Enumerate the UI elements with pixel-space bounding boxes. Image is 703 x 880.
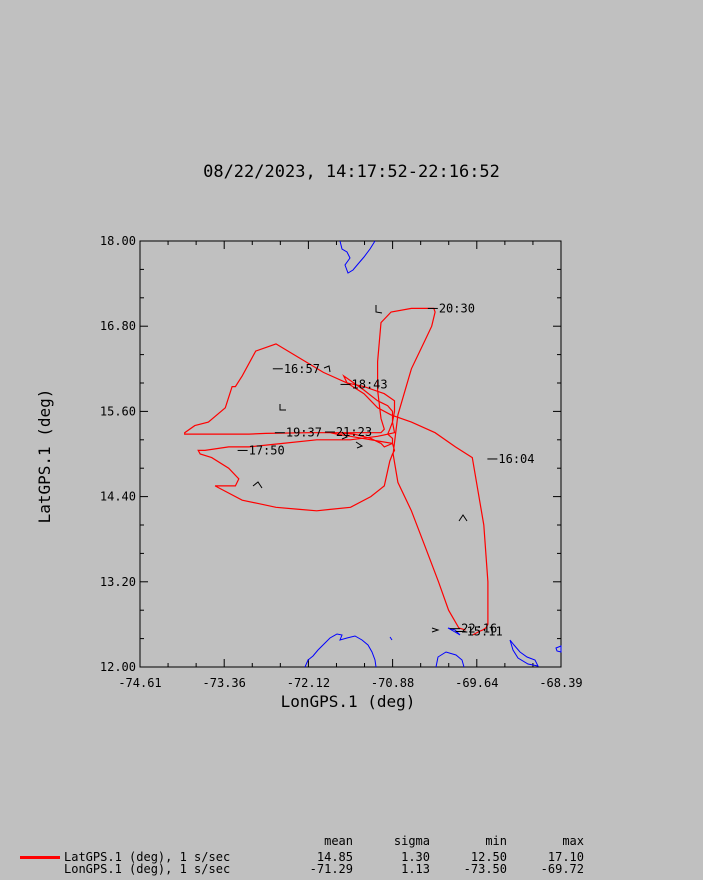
time-annotation: 20:30 [439, 301, 475, 315]
direction-arrow [355, 441, 364, 449]
stats-row-max: 17.10 [547, 850, 584, 864]
flight-track-series [184, 307, 489, 636]
direction-arrow [458, 514, 468, 522]
direction-arrow [341, 431, 348, 440]
coastline-hispaniola [339, 240, 376, 274]
x-axis-title: LonGPS.1 (deg) [281, 692, 416, 711]
stats-row: LatGPS.1 (deg), 1 s/sec 14.85 1.30 12.50… [0, 850, 703, 864]
flight-track-line [184, 307, 489, 636]
y-tick-label: 12.00 [100, 660, 136, 674]
direction-arrow [279, 404, 286, 411]
time-annotation: 16:57 [284, 362, 320, 376]
track-arrows [252, 305, 468, 633]
stats-row-min: 12.50 [470, 850, 507, 864]
x-tick-label: -73.36 [203, 676, 246, 690]
stats-header-mean: mean [324, 834, 353, 848]
y-tick-label: 13.20 [100, 575, 136, 589]
stats-row-max: -69.72 [540, 862, 584, 876]
chart-title: 08/22/2023, 14:17:52-22:16:52 [203, 162, 500, 182]
x-tick-label: -74.61 [118, 676, 161, 690]
time-annotation: 17:50 [249, 443, 285, 457]
plot-area: -74.61 -73.36 -72.12 -70.88 -69.64 -68.39 12.0… [35, 234, 583, 711]
stats-header-max: max [562, 834, 584, 848]
coastline [304, 240, 562, 668]
coastline-islet [389, 636, 393, 641]
time-annotations: 20:30 16:57 18:43 19:37 21:23 17:50 16:04 22:16… [237, 301, 535, 639]
stats-row-sigma: 1.13 [401, 862, 430, 876]
time-annotation: 21:23 [336, 425, 372, 439]
time-annotation: 18:43 [352, 377, 388, 391]
x-tick-label: -69.64 [455, 676, 498, 690]
coastline-paraguana [509, 639, 539, 667]
coastline-venezuela [435, 651, 465, 668]
direction-arrow [431, 627, 440, 633]
stats-row-label: LonGPS.1 (deg), 1 s/sec [64, 862, 231, 876]
stats-header-sigma: sigma [393, 834, 430, 848]
stats-row-label: LatGPS.1 (deg), 1 s/sec [64, 850, 231, 864]
direction-arrow [323, 365, 331, 373]
plot-frame [139, 240, 562, 668]
y-tick-label: 15.60 [100, 404, 136, 418]
coastline-east [555, 645, 562, 653]
stats-header-row: mean sigma min max [0, 834, 703, 848]
x-tick-label: -70.88 [371, 676, 414, 690]
direction-arrow [375, 305, 383, 314]
coastline-colombia [304, 633, 377, 668]
time-annotation: 19:37 [286, 426, 322, 440]
y-tick-label: 16.80 [100, 319, 136, 333]
stats-row: LonGPS.1 (deg), 1 s/sec -71.29 1.13 -73.… [0, 862, 703, 876]
direction-arrow [252, 481, 263, 489]
y-tick-label: 14.40 [100, 490, 136, 504]
coastline-aruba [447, 627, 461, 636]
stats-row-min: -73.50 [463, 862, 507, 876]
stats-row-mean: -71.29 [309, 862, 353, 876]
x-tick-label: -68.39 [539, 676, 582, 690]
axis-ticks: -74.61 -73.36 -72.12 -70.88 -69.64 -68.39 12.0… [100, 234, 583, 690]
x-tick-label: -72.12 [287, 676, 330, 690]
stats-row-sigma: 1.30 [401, 850, 430, 864]
time-annotation: 16:04 [498, 452, 534, 466]
y-tick-label: 18.00 [100, 234, 136, 248]
y-axis-title: LatGPS.1 (deg) [35, 389, 54, 524]
series-swatch [20, 856, 60, 859]
time-annotation: 22:16 [461, 622, 497, 636]
stats-row-mean: 14.85 [316, 850, 353, 864]
time-annotation: 15:11 [467, 625, 503, 639]
stats-header-min: min [485, 834, 507, 848]
